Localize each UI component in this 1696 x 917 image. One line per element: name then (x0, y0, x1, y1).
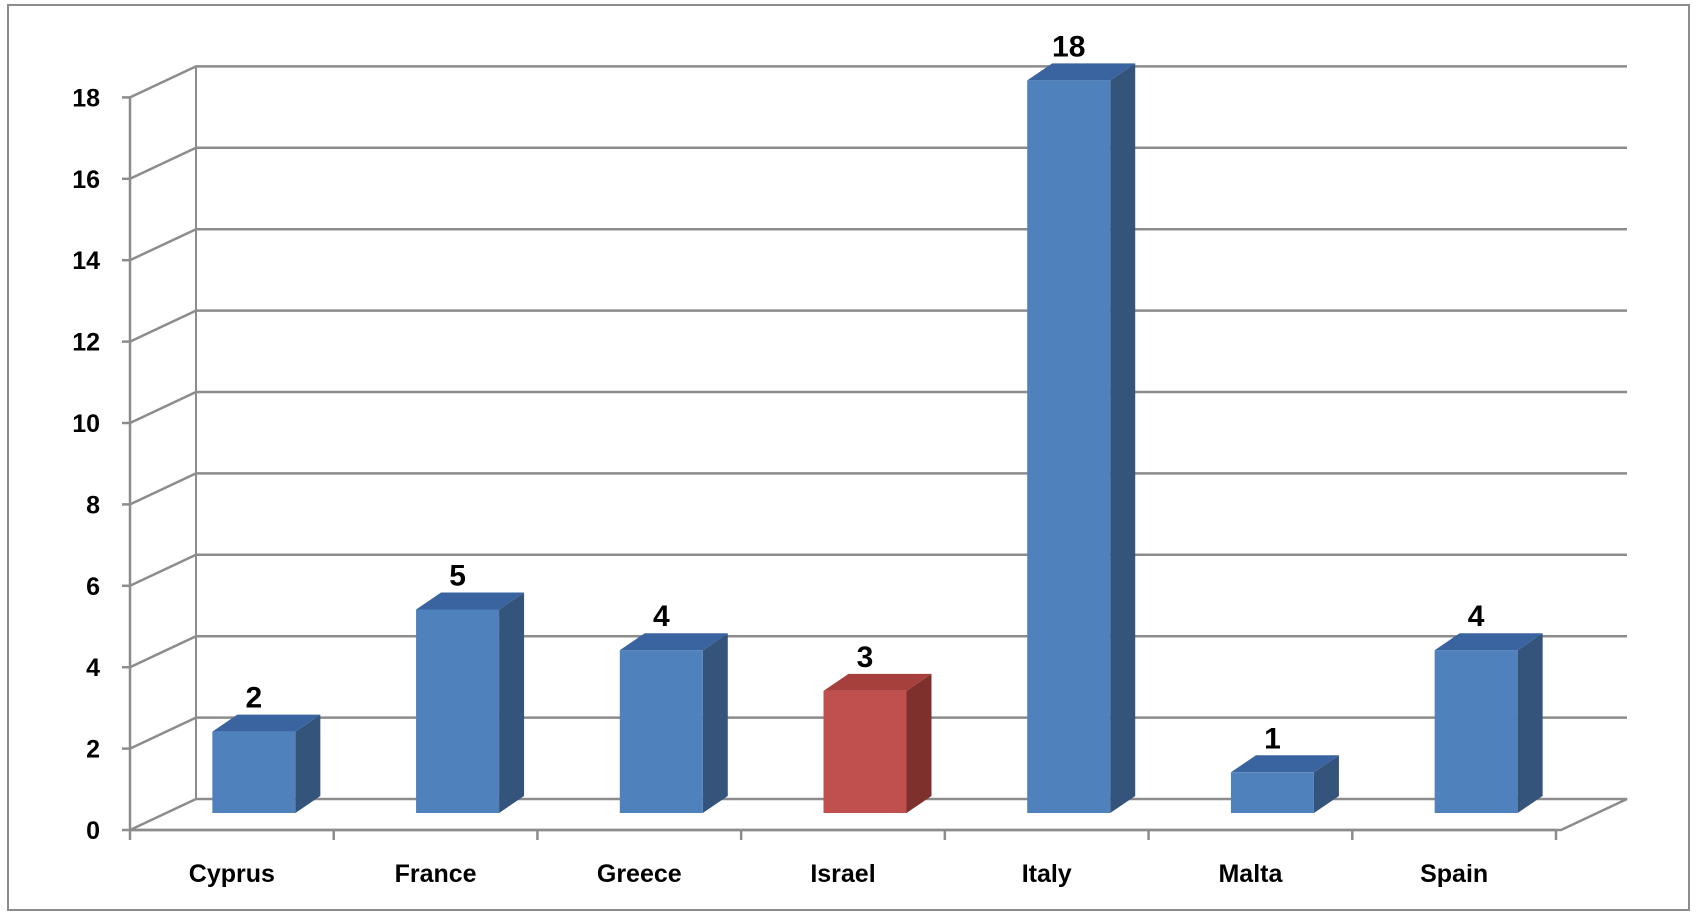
bar-france (416, 609, 500, 813)
x-tick-label-israel: Israel (810, 860, 875, 888)
gridline (129, 227, 1627, 262)
y-tick-label: 12 (72, 329, 100, 357)
bar-italy (1027, 80, 1111, 813)
y-tick-label: 14 (72, 247, 100, 275)
gridline (129, 553, 1627, 587)
data-label-spain: 4 (1468, 600, 1485, 633)
data-label-malta: 1 (1264, 722, 1281, 755)
bar-side-france (499, 592, 525, 813)
bar-top-malta (1230, 755, 1339, 773)
bar-greece (619, 650, 703, 813)
bar-side-greece (702, 633, 728, 813)
bar-cyprus (212, 731, 296, 813)
gridline (129, 309, 1627, 343)
data-label-greece: 4 (653, 600, 670, 633)
data-label-france: 5 (449, 560, 466, 593)
data-label-cyprus: 2 (246, 682, 263, 715)
x-tick-label-italy: Italy (1022, 860, 1072, 888)
bar-side-spain (1517, 633, 1543, 813)
bar-side-cyprus (295, 714, 321, 813)
bar-malta (1230, 772, 1314, 813)
data-label-israel: 3 (857, 641, 874, 674)
y-tick-label: 0 (86, 817, 100, 845)
gridline (129, 390, 1627, 425)
bar-israel (823, 690, 907, 813)
bar-top-cyprus (212, 714, 321, 732)
x-tick-label-france: France (395, 860, 477, 888)
gridline (129, 65, 1627, 99)
bar-side-italy (1110, 63, 1136, 813)
bar-spain (1434, 650, 1518, 813)
y-tick-label: 6 (86, 573, 100, 601)
bar-top-greece (619, 633, 728, 651)
gridline (129, 472, 1627, 506)
bar-side-israel (906, 673, 932, 813)
gridline (129, 146, 1627, 180)
bar-top-israel (823, 673, 932, 691)
gridline (129, 634, 1627, 669)
x-tick-label-greece: Greece (597, 860, 682, 888)
data-label-italy: 18 (1052, 30, 1085, 63)
y-tick-label: 2 (86, 736, 100, 764)
y-tick-label: 16 (72, 166, 100, 194)
x-tick-label-malta: Malta (1218, 860, 1283, 888)
y-tick-label: 8 (86, 491, 100, 519)
x-tick-label-spain: Spain (1420, 860, 1488, 888)
y-tick-label: 18 (72, 84, 100, 112)
bar-side-malta (1313, 755, 1339, 813)
y-tick-label: 10 (72, 410, 100, 438)
bar-top-italy (1027, 63, 1136, 81)
x-tick-label-cyprus: Cyprus (189, 860, 275, 888)
bar-top-france (416, 592, 525, 610)
y-tick-label: 4 (86, 654, 100, 682)
bar-top-spain (1434, 633, 1543, 651)
